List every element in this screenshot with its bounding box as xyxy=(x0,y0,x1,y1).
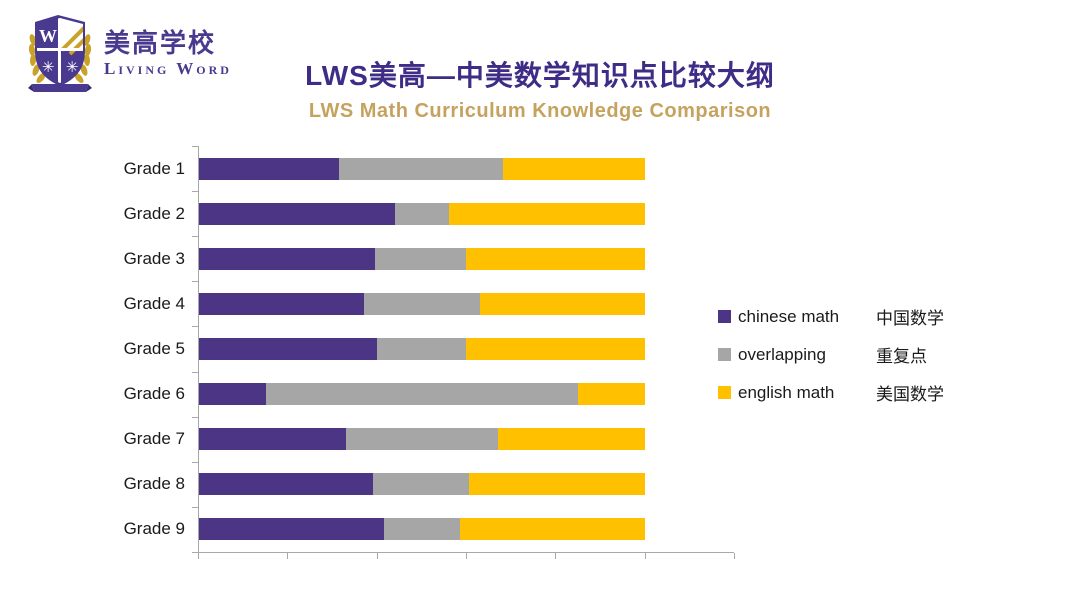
bar-segment-chinese-math xyxy=(199,473,373,496)
bar-segment-overlapping xyxy=(395,202,449,225)
bar-segment-english-math xyxy=(479,292,645,315)
bar-segment-overlapping xyxy=(346,428,498,451)
bar-segment-overlapping xyxy=(384,518,460,541)
chart-row-grade-4: Grade 4 xyxy=(124,281,734,326)
category-label: Grade 2 xyxy=(123,203,185,223)
x-axis-tick xyxy=(734,553,735,559)
chart-row-grade-6: Grade 6 xyxy=(124,372,734,417)
y-axis-line xyxy=(198,146,199,553)
bar-segment-english-math xyxy=(466,247,645,270)
chart-row-grade-2: Grade 2 xyxy=(124,191,734,236)
y-axis-tick xyxy=(192,191,198,192)
legend-label-en: english math xyxy=(738,382,835,402)
school-logo: W ✳ ✳ 美高学校 Living Word xyxy=(26,10,232,98)
bar-segment-chinese-math xyxy=(199,202,396,225)
y-axis-tick xyxy=(192,236,198,237)
x-axis-tick xyxy=(287,553,289,559)
x-axis-tick xyxy=(555,553,557,559)
legend-item-english-math: english math 美国数学 xyxy=(718,380,944,405)
school-name-zh: 美高学校 xyxy=(104,28,217,59)
chart-row-grade-5: Grade 5 xyxy=(124,326,734,371)
y-axis-tick xyxy=(192,552,198,553)
chart-row-grade-7: Grade 7 xyxy=(124,417,734,462)
stacked-bar-chart: Grade 1 Grade 2 Grade 3 Grade 4 Grade 5 Grade… xyxy=(124,146,735,559)
y-axis-tick xyxy=(192,372,198,373)
y-axis-tick xyxy=(192,326,198,327)
chart-row-grade-9: Grade 9 xyxy=(124,507,734,552)
bar-segment-chinese-math xyxy=(199,247,376,270)
y-axis-tick xyxy=(192,281,198,282)
y-axis-tick xyxy=(192,417,198,418)
y-axis-tick xyxy=(192,507,198,508)
legend-label-zh: 美国数学 xyxy=(876,385,944,404)
stacked-bar xyxy=(199,247,734,270)
bar-segment-chinese-math xyxy=(199,337,378,360)
school-name-en: Living Word xyxy=(104,58,232,78)
category-label: Grade 3 xyxy=(123,248,185,268)
chart-row-grade-3: Grade 3 xyxy=(124,236,734,281)
chart-legend: chinese math 中国数学 overlapping 重复点 english ma… xyxy=(718,304,944,405)
svg-text:W: W xyxy=(39,26,57,46)
bar-segment-overlapping xyxy=(372,473,469,496)
x-axis-line xyxy=(198,552,734,553)
bar-segment-overlapping xyxy=(377,337,467,360)
shield-crest-icon: W ✳ ✳ xyxy=(28,15,92,92)
bar-segment-english-math xyxy=(503,157,645,180)
x-axis-tick xyxy=(466,553,467,559)
category-label: Grade 9 xyxy=(123,519,185,539)
bar-segment-english-math xyxy=(448,202,645,225)
x-axis-tick xyxy=(376,553,378,559)
bar-segment-overlapping xyxy=(363,292,480,315)
bar-segment-english-math xyxy=(497,428,645,451)
page-subtitle: LWS Math Curriculum Knowledge Comparison xyxy=(308,100,772,122)
chart-row-grade-8: Grade 8 xyxy=(124,462,734,507)
svg-text:✳: ✳ xyxy=(42,59,55,76)
legend-swatch-overlapping xyxy=(718,348,731,361)
category-label: Grade 8 xyxy=(123,474,185,494)
stacked-bar xyxy=(199,292,734,315)
bar-segment-chinese-math xyxy=(199,292,364,315)
stacked-bar xyxy=(199,337,734,360)
stacked-bar xyxy=(199,202,734,225)
stacked-bar xyxy=(199,383,734,406)
bar-segment-overlapping xyxy=(265,383,578,406)
page-title: LWS美高—中美数学知识点比较大纲 xyxy=(305,60,775,91)
legend-label-zh: 重复点 xyxy=(876,347,927,366)
chart-row-grade-1: Grade 1 xyxy=(124,146,734,191)
legend-label-en: overlapping xyxy=(738,344,826,364)
legend-label-en: chinese math xyxy=(738,306,840,326)
bar-segment-chinese-math xyxy=(199,157,340,180)
bar-segment-english-math xyxy=(466,337,645,360)
bar-segment-chinese-math xyxy=(199,428,347,451)
title-block: LWS美高—中美数学知识点比较大纲 LWS Math Curriculum Kn… xyxy=(0,54,1080,123)
bar-segment-overlapping xyxy=(339,157,504,180)
bar-segment-overlapping xyxy=(375,247,467,270)
category-label: Grade 6 xyxy=(123,384,185,404)
bar-segment-english-math xyxy=(577,383,645,406)
legend-label-zh: 中国数学 xyxy=(876,309,944,328)
category-label: Grade 4 xyxy=(123,293,185,313)
chart-rows: Grade 1 Grade 2 Grade 3 Grade 4 Grade 5 Grade… xyxy=(124,146,734,552)
legend-item-chinese-math: chinese math 中国数学 xyxy=(718,304,944,329)
bar-segment-english-math xyxy=(459,518,645,541)
x-axis-tick xyxy=(644,553,646,559)
svg-text:✳: ✳ xyxy=(66,59,79,76)
category-label: Grade 5 xyxy=(123,338,185,358)
stacked-bar xyxy=(199,473,734,496)
x-axis-tick xyxy=(198,553,199,559)
category-label: Grade 1 xyxy=(123,158,185,178)
bar-segment-chinese-math xyxy=(199,383,266,406)
category-label: Grade 7 xyxy=(123,429,185,449)
stacked-bar xyxy=(199,518,734,541)
legend-swatch-english-math xyxy=(718,386,731,399)
legend-swatch-chinese-math xyxy=(718,310,731,323)
bar-segment-chinese-math xyxy=(199,518,385,541)
y-axis-tick xyxy=(192,462,198,463)
legend-item-overlapping: overlapping 重复点 xyxy=(718,342,944,367)
y-axis-tick xyxy=(192,146,198,147)
stacked-bar xyxy=(199,157,734,180)
bar-segment-english-math xyxy=(468,473,645,496)
stacked-bar xyxy=(199,428,734,451)
